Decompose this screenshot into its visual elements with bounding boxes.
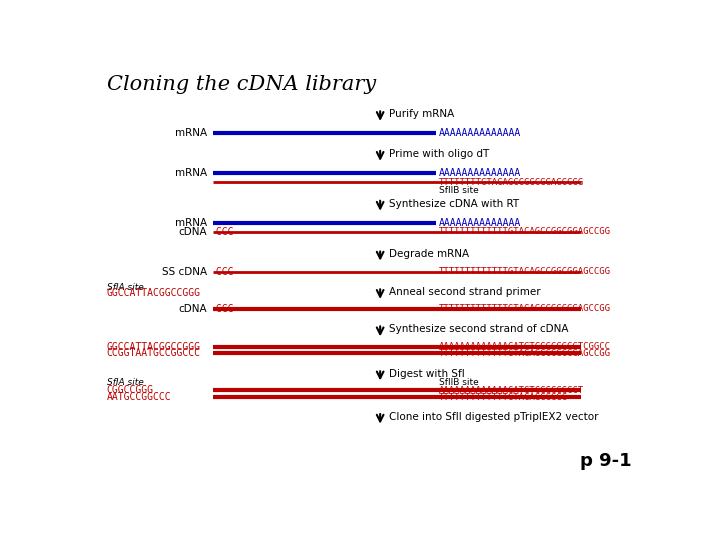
Text: AAAAAAAAAAAAACATGTCGGCCGCCTCGGCC: AAAAAAAAAAAAACATGTCGGCCGCCTCGGCC <box>438 342 611 351</box>
Text: TTTTTTTTTTTTTGTACAGCCGGCGGAGCCGG: TTTTTTTTTTTTTGTACAGCCGGCGGAGCCGG <box>438 305 611 313</box>
Text: Prime with oligo dT: Prime with oligo dT <box>389 149 489 159</box>
Text: mRNA: mRNA <box>175 129 207 138</box>
Text: TTTTTTTTTTTTTGTACAGCCGGC: TTTTTTTTTTTTTGTACAGCCGGC <box>438 393 568 402</box>
Text: mRNA: mRNA <box>175 218 207 228</box>
Text: SfIA site: SfIA site <box>107 379 143 387</box>
Text: SfIA site: SfIA site <box>107 283 143 292</box>
Text: CCC: CCC <box>210 267 233 277</box>
Text: SfIIB site: SfIIB site <box>438 186 479 195</box>
Text: Degrade mRNA: Degrade mRNA <box>389 249 469 259</box>
Text: GGCCATTACGGCCGGG: GGCCATTACGGCCGGG <box>107 288 201 299</box>
Text: AAAAAAAAAAAAAA: AAAAAAAAAAAAAA <box>438 168 521 178</box>
Text: Purify mRNA: Purify mRNA <box>389 109 454 119</box>
Text: CCC: CCC <box>210 304 233 314</box>
Text: SS cDNA: SS cDNA <box>162 267 207 277</box>
Text: TTTTTTTTGTACAGCCGGCGGAGCCGG: TTTTTTTTGTACAGCCGGCGGAGCCGG <box>438 178 584 186</box>
Text: mRNA: mRNA <box>175 168 207 178</box>
Text: CCGGTAATGCCGGCCC: CCGGTAATGCCGGCCC <box>107 348 201 359</box>
Text: AAAAAAAAAAAAAA: AAAAAAAAAAAAAA <box>438 129 521 138</box>
Text: AAAAAAAAAAAAAA: AAAAAAAAAAAAAA <box>438 218 521 228</box>
Text: CGGCCGGG: CGGCCGGG <box>107 386 154 395</box>
Text: GGCCATTACGGCCGGG: GGCCATTACGGCCGGG <box>107 342 201 352</box>
Text: Digest with SfI: Digest with SfI <box>389 369 464 379</box>
Text: Synthesize second strand of cDNA: Synthesize second strand of cDNA <box>389 324 568 334</box>
Text: Synthesize cDNA with RT: Synthesize cDNA with RT <box>389 199 518 208</box>
Text: cDNA: cDNA <box>179 227 207 237</box>
Text: cDNA: cDNA <box>179 304 207 314</box>
Text: SfIIB site: SfIIB site <box>438 379 479 387</box>
Text: TTTTTTTTTTTTTGTACAGCCGGCGGAGCCGG: TTTTTTTTTTTTTGTACAGCCGGCGGAGCCGG <box>438 267 611 276</box>
Text: TTTTTTTTTTTTTGTACAGCCGGCGGAGCCGG: TTTTTTTTTTTTTGTACAGCCGGCGGAGCCGG <box>438 227 611 237</box>
Text: AATGCCGGCCC: AATGCCGGCCC <box>107 393 171 402</box>
Text: Cloning the cDNA library: Cloning the cDNA library <box>107 75 376 94</box>
Text: AAAAAAAAAAAAACATGTCGGCCGCCT: AAAAAAAAAAAAACATGTCGGCCGCCT <box>438 386 584 395</box>
Text: Anneal second strand primer: Anneal second strand primer <box>389 287 540 297</box>
Text: p 9-1: p 9-1 <box>580 452 631 470</box>
Text: TTTTTTTTTTTTTGTACAGCCGGCGGAGCCGG: TTTTTTTTTTTTTGTACAGCCGGCGGAGCCGG <box>438 349 611 358</box>
Text: Clone into SfII digested pTriplEX2 vector: Clone into SfII digested pTriplEX2 vecto… <box>389 412 598 422</box>
Text: CCC: CCC <box>210 227 233 237</box>
